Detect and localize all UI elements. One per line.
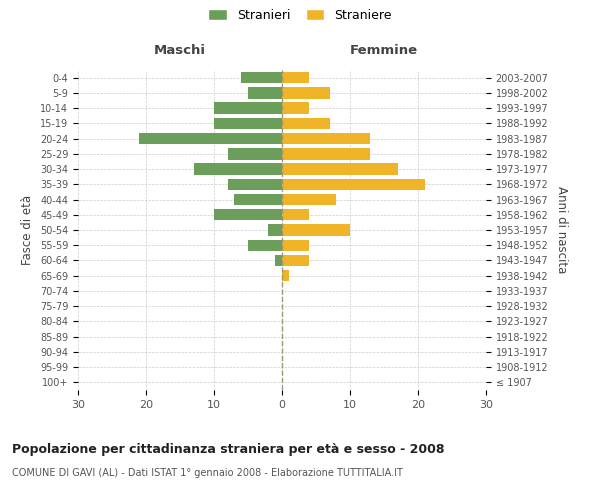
Text: Popolazione per cittadinanza straniera per età e sesso - 2008: Popolazione per cittadinanza straniera p…: [12, 442, 445, 456]
Bar: [282, 102, 309, 114]
Bar: [282, 164, 398, 175]
Bar: [268, 224, 282, 235]
Bar: [227, 148, 282, 160]
Bar: [282, 178, 425, 190]
Bar: [282, 87, 329, 99]
Text: COMUNE DI GAVI (AL) - Dati ISTAT 1° gennaio 2008 - Elaborazione TUTTITALIA.IT: COMUNE DI GAVI (AL) - Dati ISTAT 1° genn…: [12, 468, 403, 477]
Bar: [227, 178, 282, 190]
Bar: [282, 255, 309, 266]
Bar: [214, 118, 282, 129]
Bar: [282, 118, 329, 129]
Bar: [139, 133, 282, 144]
Bar: [248, 240, 282, 251]
Bar: [282, 270, 289, 281]
Bar: [275, 255, 282, 266]
Bar: [214, 102, 282, 114]
Bar: [235, 194, 282, 205]
Bar: [282, 194, 337, 205]
Bar: [241, 72, 282, 84]
Bar: [194, 164, 282, 175]
Bar: [214, 209, 282, 220]
Bar: [282, 209, 309, 220]
Text: Maschi: Maschi: [154, 44, 206, 57]
Bar: [282, 240, 309, 251]
Text: Femmine: Femmine: [350, 44, 418, 57]
Legend: Stranieri, Straniere: Stranieri, Straniere: [208, 8, 392, 22]
Bar: [282, 72, 309, 84]
Y-axis label: Anni di nascita: Anni di nascita: [555, 186, 568, 274]
Bar: [248, 87, 282, 99]
Bar: [282, 133, 370, 144]
Bar: [282, 224, 350, 235]
Bar: [282, 148, 370, 160]
Y-axis label: Fasce di età: Fasce di età: [22, 195, 34, 265]
